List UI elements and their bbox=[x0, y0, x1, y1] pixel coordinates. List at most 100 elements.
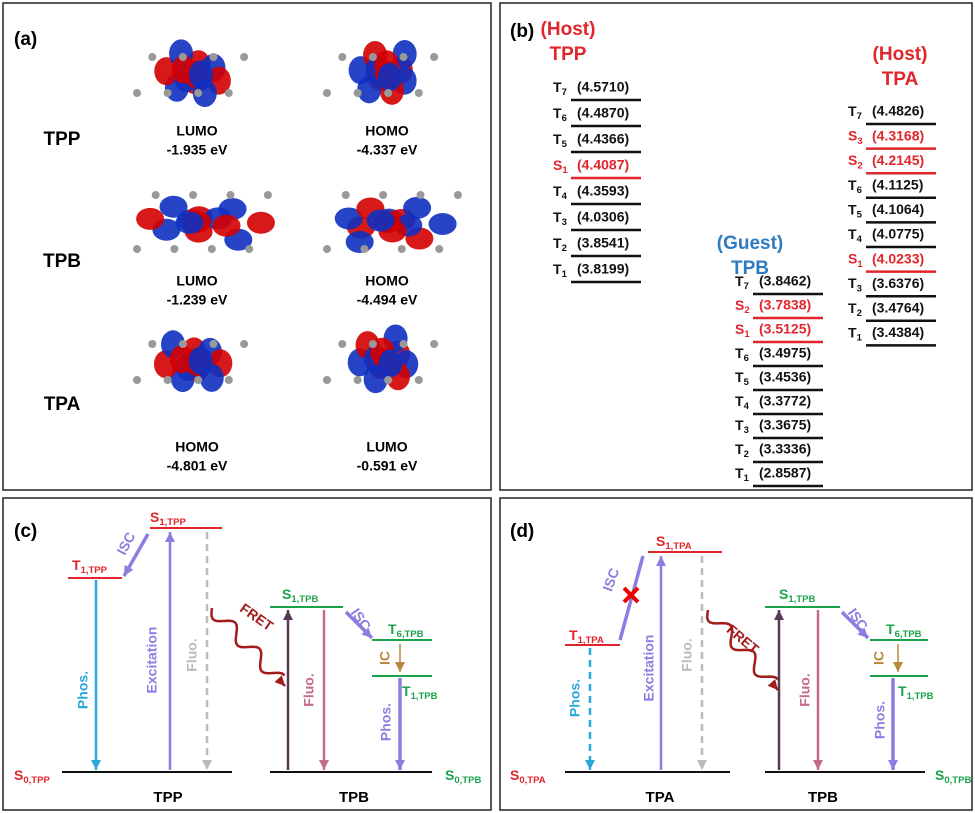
column-name: TPP bbox=[550, 44, 587, 65]
main-symbol: S bbox=[779, 586, 788, 602]
atom bbox=[133, 245, 141, 253]
subscript: 1,TPB bbox=[788, 594, 815, 605]
main-symbol: S bbox=[510, 767, 519, 783]
subscript: 7 bbox=[744, 281, 749, 292]
column-role: (Host) bbox=[541, 19, 596, 40]
atom bbox=[354, 89, 362, 97]
figure: (a) (b) (c) (d) TPPLUMO-1.935 eVHOMO-4.3… bbox=[0, 0, 975, 813]
atom bbox=[400, 53, 408, 61]
state-energy: (3.5125) bbox=[759, 321, 811, 337]
arrow-head bbox=[813, 760, 823, 770]
atom bbox=[245, 245, 253, 253]
main-symbol: S bbox=[445, 767, 454, 783]
process-label: ISC bbox=[348, 605, 374, 633]
atom bbox=[400, 340, 408, 348]
atom bbox=[415, 376, 423, 384]
atom bbox=[384, 376, 392, 384]
subscript: 5 bbox=[562, 139, 568, 150]
state-energy: (4.4870) bbox=[577, 105, 629, 121]
atom bbox=[417, 191, 425, 199]
subscript: 4 bbox=[744, 401, 750, 412]
state-energy: (3.4764) bbox=[872, 300, 924, 316]
level-label: S0,TPB bbox=[445, 767, 481, 786]
subscript: 7 bbox=[562, 87, 567, 98]
state-label: S1 bbox=[553, 157, 568, 176]
state-energy: (3.8541) bbox=[577, 235, 629, 251]
molecule-name: TPB bbox=[43, 251, 81, 272]
orbital-image bbox=[133, 39, 248, 107]
subscript: 0,TPA bbox=[519, 775, 545, 786]
main-symbol: S bbox=[553, 157, 562, 173]
arrow-head bbox=[697, 760, 707, 770]
atom bbox=[430, 53, 438, 61]
level-label: S0,TPA bbox=[510, 767, 546, 786]
orbital-label: LUMO bbox=[366, 439, 407, 455]
state-label: T3 bbox=[848, 275, 862, 294]
atom bbox=[354, 376, 362, 384]
subscript: 1 bbox=[744, 473, 750, 484]
orbital-energy: -4.494 eV bbox=[357, 292, 418, 308]
main-symbol: S bbox=[848, 250, 857, 266]
state-energy: (3.3772) bbox=[759, 393, 811, 409]
state-energy: (3.4384) bbox=[872, 324, 924, 340]
orbital-energy: -0.591 eV bbox=[357, 458, 418, 474]
atom bbox=[338, 53, 346, 61]
atom bbox=[369, 53, 377, 61]
level-label: T6,TPB bbox=[388, 621, 424, 640]
atom bbox=[164, 89, 172, 97]
atom bbox=[148, 53, 156, 61]
atom bbox=[430, 340, 438, 348]
subscript: 5 bbox=[744, 377, 750, 388]
process-label: Fluo. bbox=[301, 673, 317, 706]
state-label: S1 bbox=[735, 321, 750, 340]
lobe bbox=[175, 212, 203, 234]
atom bbox=[227, 191, 235, 199]
lobe bbox=[346, 231, 374, 253]
subscript: 3 bbox=[857, 135, 862, 146]
lobe bbox=[378, 63, 402, 91]
arrow-head bbox=[275, 675, 285, 686]
level-label: S1,TPB bbox=[282, 586, 318, 605]
atom bbox=[133, 376, 141, 384]
lobe bbox=[188, 347, 212, 375]
state-label: T7 bbox=[848, 103, 862, 122]
state-energy: (4.2145) bbox=[872, 152, 924, 168]
state-label: T4 bbox=[735, 393, 750, 412]
subscript: 2 bbox=[562, 243, 567, 254]
orbital-image bbox=[323, 191, 462, 253]
panel-d-frame bbox=[500, 498, 972, 810]
subscript: 3 bbox=[857, 283, 862, 294]
atom bbox=[323, 376, 331, 384]
lobe bbox=[367, 210, 395, 232]
atom bbox=[148, 340, 156, 348]
state-energy: (4.4826) bbox=[872, 103, 924, 119]
state-energy: (4.3168) bbox=[872, 127, 924, 143]
subscript: 1 bbox=[744, 329, 750, 340]
subscript: 1,TPP bbox=[159, 517, 186, 528]
atom bbox=[454, 191, 462, 199]
orbital-energy: -1.239 eV bbox=[167, 292, 228, 308]
panel-label: (b) bbox=[510, 21, 534, 42]
state-label: T5 bbox=[735, 369, 750, 388]
state-label: T7 bbox=[553, 79, 567, 98]
subscript: 6 bbox=[857, 185, 862, 196]
atom bbox=[240, 340, 248, 348]
level-label: S1,TPP bbox=[150, 509, 186, 528]
atom bbox=[164, 376, 172, 384]
level-label: T6,TPB bbox=[886, 621, 922, 640]
process-label: IC bbox=[871, 651, 887, 665]
atom bbox=[323, 245, 331, 253]
process-label: Phos. bbox=[378, 703, 394, 741]
process-label: Phos. bbox=[75, 671, 91, 709]
state-label: T6 bbox=[553, 105, 567, 124]
column-role: (Host) bbox=[873, 44, 928, 65]
atom bbox=[264, 191, 272, 199]
level-label: S0,TPP bbox=[14, 767, 50, 786]
atom bbox=[338, 340, 346, 348]
orbital-image bbox=[133, 330, 248, 392]
state-energy: (3.8199) bbox=[577, 261, 629, 277]
state-label: T2 bbox=[848, 300, 862, 319]
atom bbox=[194, 376, 202, 384]
atom bbox=[210, 53, 218, 61]
subscript: 6,TPB bbox=[397, 629, 424, 640]
